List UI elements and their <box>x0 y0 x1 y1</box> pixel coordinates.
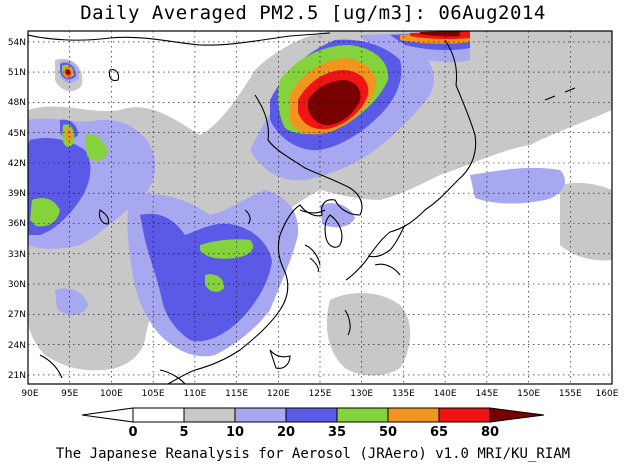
colorbar-segment <box>132 407 185 423</box>
graticule <box>28 31 612 384</box>
colorbar-arrow-low <box>81 407 134 423</box>
lat-label: 30N <box>8 280 26 290</box>
colorbar-segment <box>336 407 389 423</box>
lat-label: 51N <box>8 68 26 78</box>
colorbar-label: 50 <box>379 425 397 440</box>
lon-label: 125E <box>309 389 332 399</box>
colorbar-label: 65 <box>430 425 448 440</box>
lat-label: 24N <box>8 341 26 351</box>
lon-label: 90E <box>21 389 38 399</box>
lon-label: 100E <box>100 389 123 399</box>
coastlines <box>28 32 576 384</box>
colorbar: 0 5 10 20 35 50 65 80 <box>81 407 545 440</box>
lat-label: 33N <box>8 250 26 260</box>
colorbar-segment <box>387 407 440 423</box>
colorbar-label: 80 <box>481 425 499 440</box>
colorbar-segment <box>438 407 491 423</box>
lon-label: 145E <box>475 389 498 399</box>
lon-label: 160E <box>596 389 619 399</box>
lon-label: 110E <box>183 389 206 399</box>
colorbar-segment <box>234 407 287 423</box>
colorbar-segment <box>285 407 338 423</box>
longitude-labels: 90E 95E 100E 105E 110E 115E 120E 125E 13… <box>21 389 618 399</box>
colorbar-label: 10 <box>226 425 244 440</box>
lat-label: 39N <box>8 189 26 199</box>
lat-label: 45N <box>8 129 26 139</box>
lon-label: 135E <box>392 389 415 399</box>
colorbar-arrow-high <box>489 407 545 423</box>
lon-label: 115E <box>225 389 248 399</box>
colorbar-label: 20 <box>277 425 295 440</box>
lon-label: 150E <box>517 389 540 399</box>
lon-label: 140E <box>434 389 457 399</box>
lon-label: 105E <box>142 389 165 399</box>
colorbar-label: 35 <box>328 425 346 440</box>
lon-label: 95E <box>61 389 78 399</box>
lat-label: 54N <box>8 38 26 48</box>
credit-line: The Japanese Reanalysis for Aerosol (JRA… <box>55 446 571 462</box>
map-frame <box>27 30 613 385</box>
lat-label: 36N <box>8 219 26 229</box>
pm25-field <box>28 31 612 384</box>
map-title: Daily Averaged PM2.5 [ug/m3]: 06Aug2014 <box>80 2 546 24</box>
colorbar-label: 5 <box>179 425 188 440</box>
lon-label: 130E <box>350 389 373 399</box>
colorbar-segment <box>183 407 236 423</box>
lat-label: 21N <box>8 371 26 381</box>
lon-label: 155E <box>559 389 582 399</box>
latitude-labels: 54N 51N 48N 45N 42N 39N 36N 33N 30N 27N … <box>8 38 26 381</box>
lon-label: 120E <box>267 389 290 399</box>
lat-label: 42N <box>8 159 26 169</box>
lat-label: 27N <box>8 310 26 320</box>
colorbar-label: 0 <box>128 425 137 440</box>
lat-label: 48N <box>8 98 26 108</box>
